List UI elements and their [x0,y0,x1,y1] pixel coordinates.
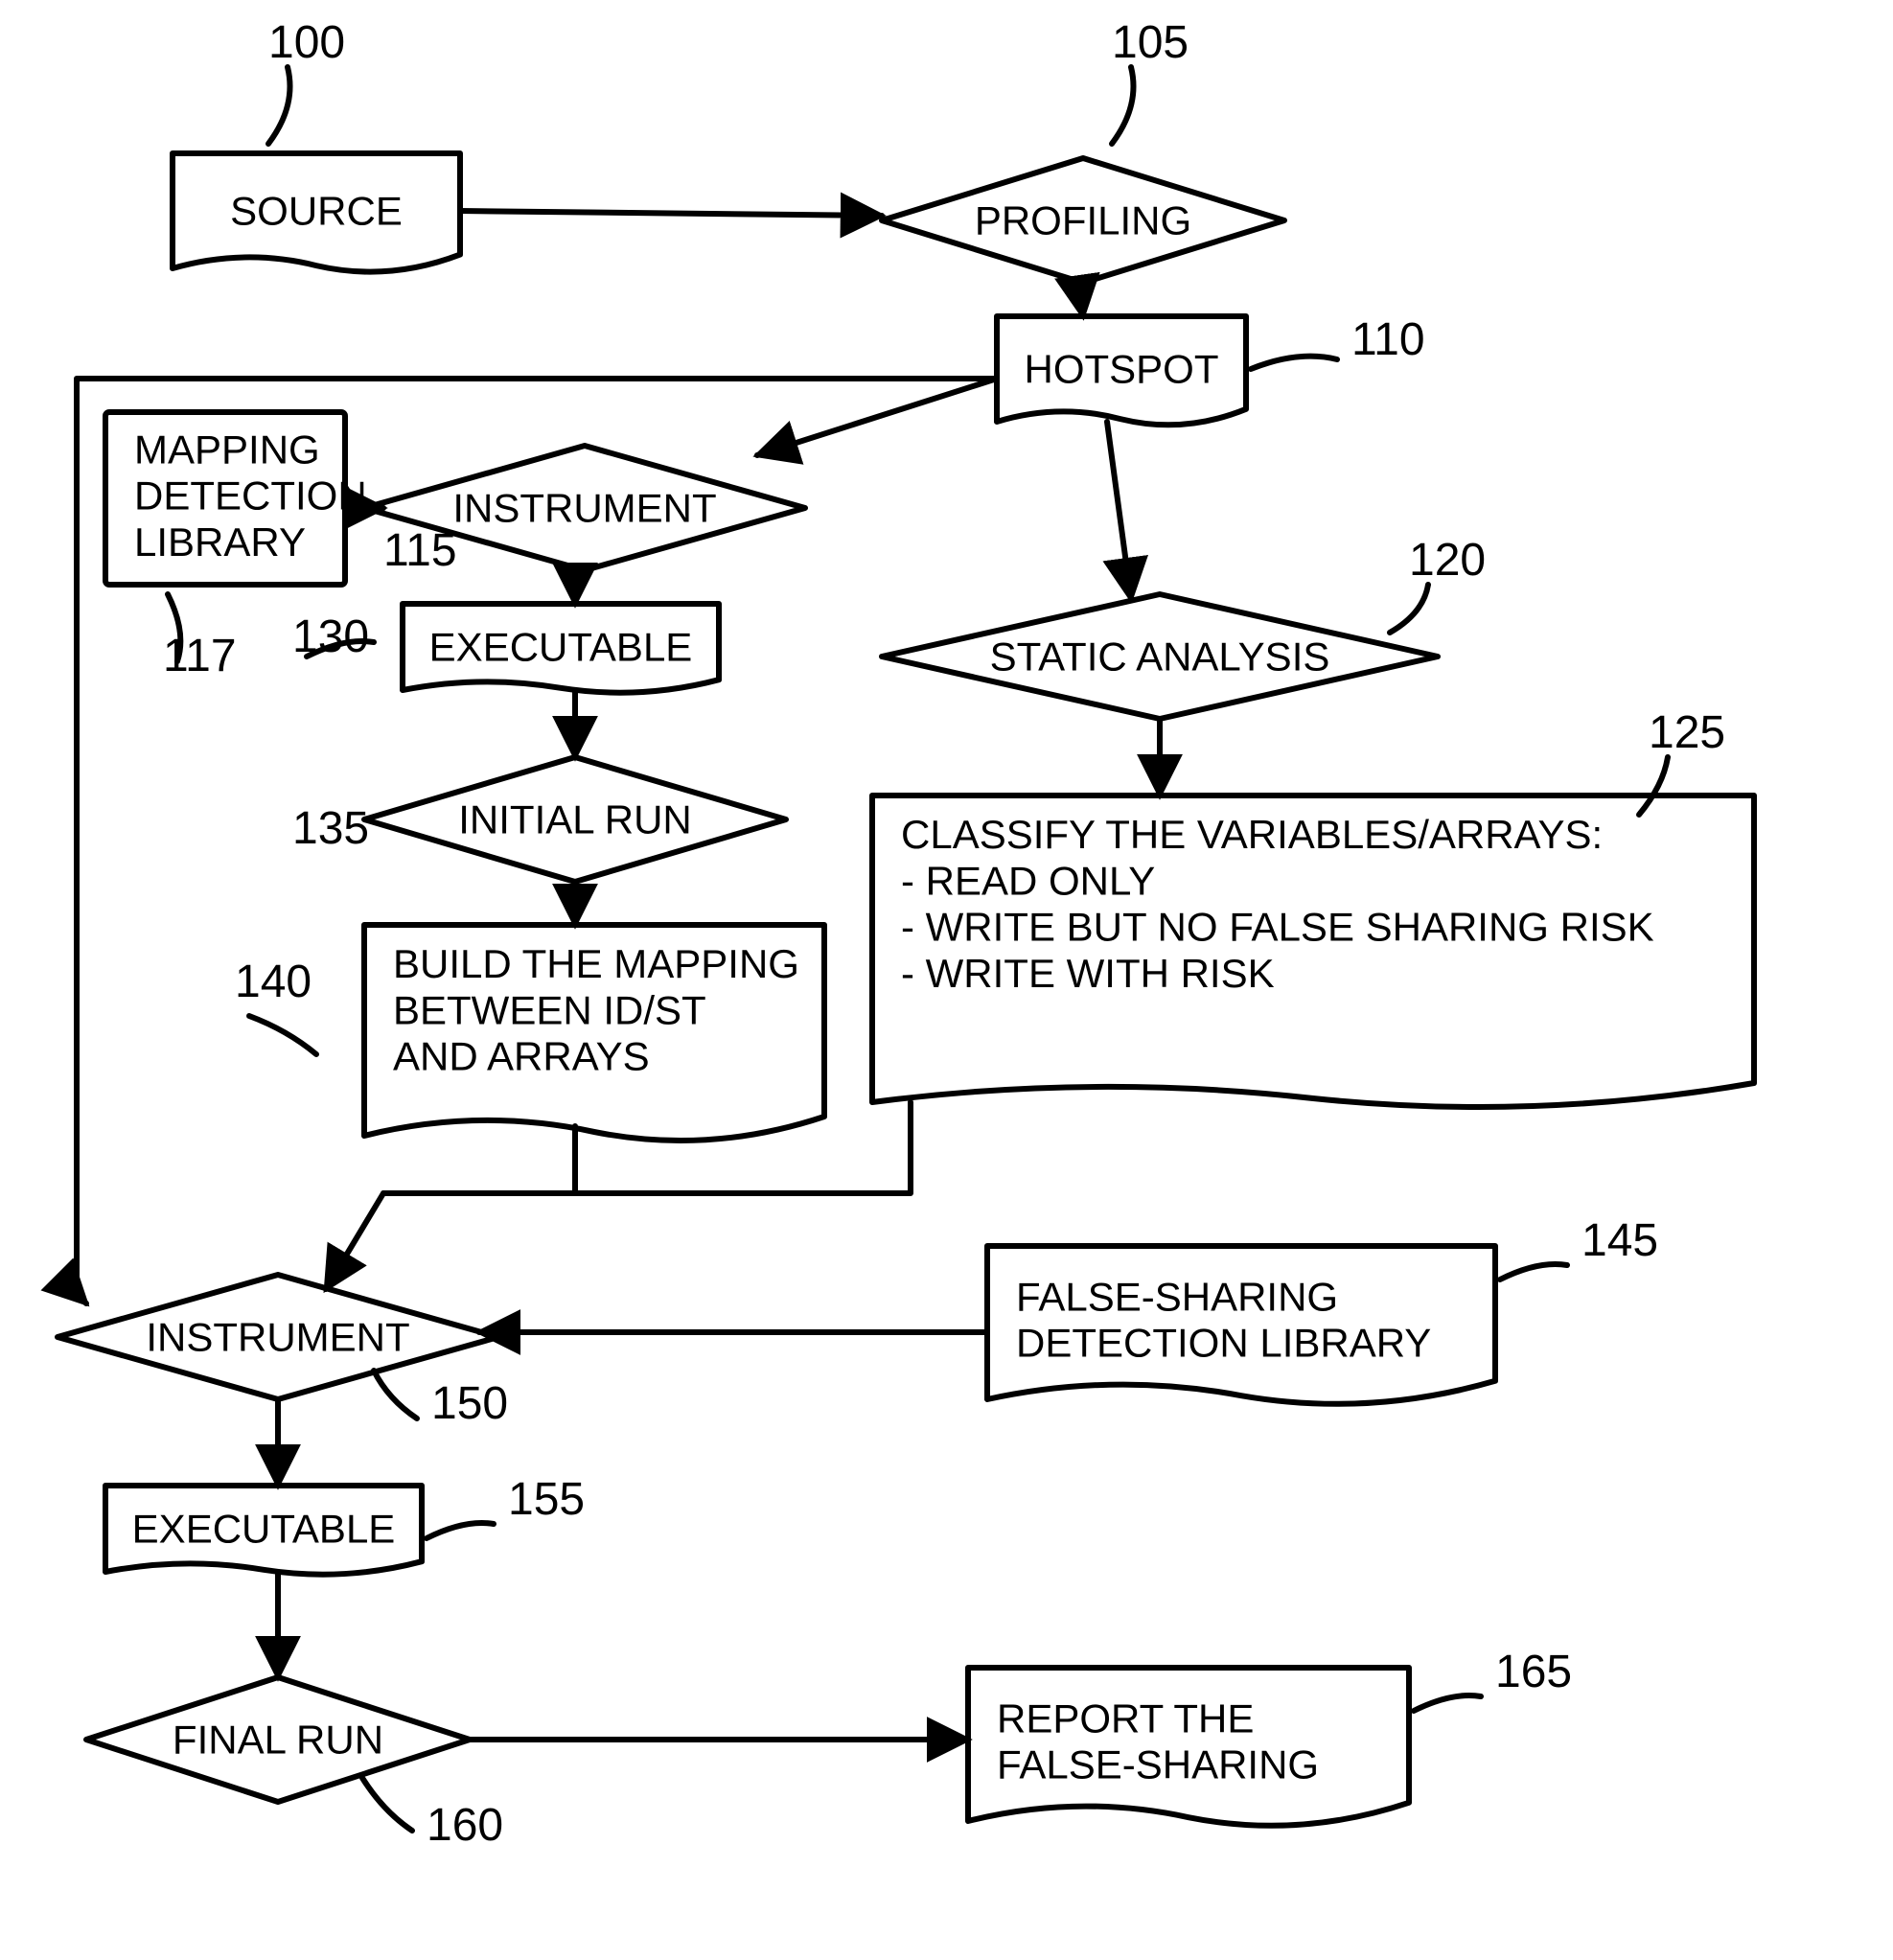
ref-lead [1500,1264,1567,1280]
ref-165: 165 [1495,1647,1572,1697]
node-label: CLASSIFY THE VARIABLES/ARRAYS:- READ ONL… [901,812,1654,996]
ref-lead [249,1016,316,1054]
flow-edge [1107,422,1131,599]
ref-117: 117 [163,631,237,681]
node-label: INSTRUMENT [146,1315,409,1360]
node-label: EXECUTABLE [132,1507,396,1552]
ref-100: 100 [268,17,345,68]
flow-edge [1078,283,1083,316]
ref-160: 160 [427,1800,503,1851]
ref-115: 115 [383,525,457,576]
flow-edge [460,211,882,216]
flow-edge [757,379,997,455]
node-label: INITIAL RUN [458,797,691,842]
ref-lead [268,67,290,144]
ref-lead [1251,357,1337,369]
ref-140: 140 [235,957,312,1007]
ref-lead [374,1371,417,1418]
ref-110: 110 [1351,314,1425,365]
node-label: SOURCE [230,189,403,234]
ref-150: 150 [431,1378,508,1429]
flow-edge [326,1126,575,1289]
ref-105: 105 [1112,17,1189,68]
ref-155: 155 [508,1474,585,1525]
ref-145: 145 [1581,1215,1658,1266]
node-label: STATIC ANALYSIS [990,634,1330,680]
ref-lead [1112,67,1134,144]
node-label: INSTRUMENT [452,486,716,531]
ref-lead [362,1778,412,1831]
ref-120: 120 [1409,535,1486,586]
ref-135: 135 [292,803,369,854]
ref-lead [1390,585,1428,633]
node-label: FINAL RUN [173,1718,383,1763]
node-label: EXECUTABLE [429,625,693,670]
ref-lead [1414,1695,1481,1711]
ref-125: 125 [1649,707,1725,758]
ref-130: 130 [292,611,369,662]
node-label: MAPPINGDETECTIONLIBRARY [134,427,367,565]
node-label: BUILD THE MAPPINGBETWEEN ID/STAND ARRAYS [393,941,799,1079]
ref-lead [1639,757,1668,815]
node-label: HOTSPOT [1024,347,1218,392]
node-label: PROFILING [975,198,1191,243]
node-label: REPORT THEFALSE-SHARING [997,1695,1319,1787]
ref-lead [427,1523,494,1538]
flow-edge [383,1102,911,1193]
node-label: FALSE-SHARINGDETECTION LIBRARY [1016,1274,1431,1365]
